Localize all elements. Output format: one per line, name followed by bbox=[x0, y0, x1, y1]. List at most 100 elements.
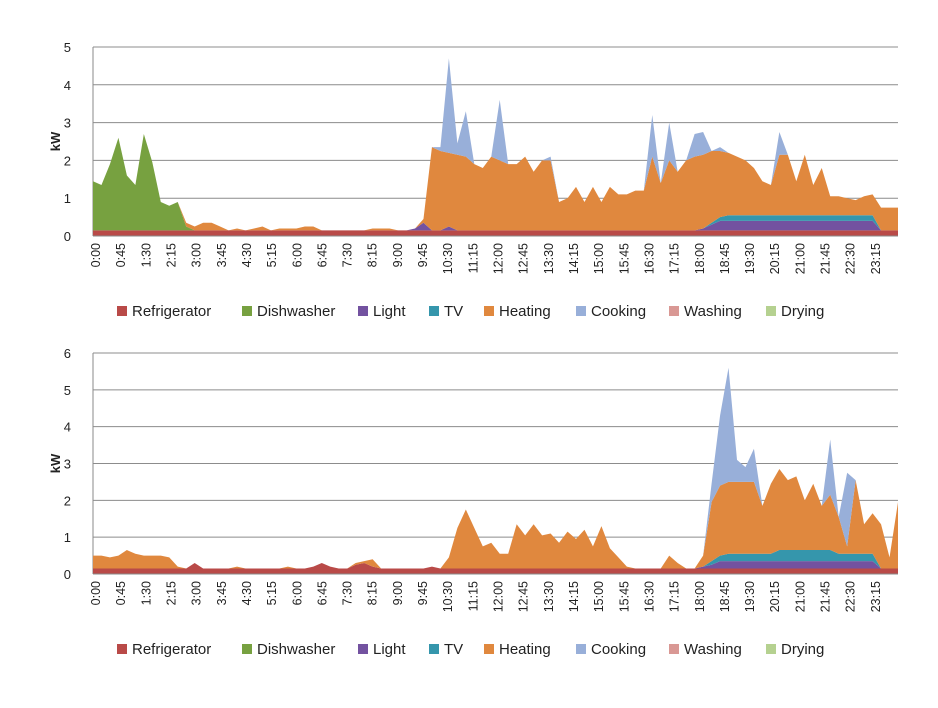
series-area-cooking bbox=[93, 367, 898, 569]
x-tick-label: 18:00 bbox=[693, 581, 707, 612]
y-tick-label: 2 bbox=[64, 493, 71, 508]
x-tick-label: 8:15 bbox=[366, 581, 380, 605]
x-tick-label: 0:00 bbox=[89, 243, 103, 267]
x-tick-label: 16:30 bbox=[642, 243, 656, 274]
y-tick-label: 1 bbox=[64, 191, 71, 206]
x-tick-label: 6:00 bbox=[290, 243, 304, 267]
legend-label: Dishwasher bbox=[257, 303, 335, 320]
legend-label: Washing bbox=[684, 303, 742, 320]
x-tick-label: 23:15 bbox=[869, 243, 883, 274]
x-tick-label: 12:45 bbox=[517, 581, 531, 612]
x-tick-label: 21:00 bbox=[793, 243, 807, 274]
x-tick-label: 3:00 bbox=[190, 243, 204, 267]
y-tick-label: 4 bbox=[64, 78, 71, 93]
x-tick-label: 4:30 bbox=[240, 581, 254, 605]
x-tick-label: 15:00 bbox=[592, 243, 606, 274]
legend-item-dishwasher: Dishwasher bbox=[242, 641, 335, 658]
y-axis-label: kW bbox=[48, 131, 63, 151]
legend-item-tv: TV bbox=[429, 303, 463, 320]
legend-swatch bbox=[576, 306, 586, 316]
legend-label: Heating bbox=[499, 303, 551, 320]
y-axis-label: kW bbox=[48, 453, 63, 473]
x-tick-label: 12:00 bbox=[492, 243, 506, 274]
y-tick-label: 3 bbox=[64, 457, 71, 472]
x-tick-label: 13:30 bbox=[542, 581, 556, 612]
legend-swatch bbox=[669, 306, 679, 316]
x-tick-label: 19:30 bbox=[743, 243, 757, 274]
x-tick-label: 20:15 bbox=[768, 581, 782, 612]
legend-item-washing: Washing bbox=[669, 303, 742, 320]
x-tick-label: 6:45 bbox=[315, 581, 329, 605]
area-chart-1: 0 1 2 3 4 5 0:00 0:45 1:30 2:15 3:00 3:45 4:30 5:15 6:… bbox=[48, 40, 898, 320]
series-area-heating bbox=[93, 133, 898, 231]
x-tick-label: 22:30 bbox=[844, 581, 858, 612]
x-tick-label: 16:30 bbox=[642, 581, 656, 612]
x-tick-label: 21:00 bbox=[793, 581, 807, 612]
x-tick-label: 9:45 bbox=[416, 243, 430, 267]
x-tick-label: 1:30 bbox=[139, 581, 153, 605]
x-tick-label: 10:30 bbox=[441, 581, 455, 612]
y-tick-label: 4 bbox=[64, 420, 71, 435]
x-tick-label: 18:00 bbox=[693, 243, 707, 274]
series-area-refrigerator bbox=[93, 230, 898, 236]
legend-swatch bbox=[429, 306, 439, 316]
x-tick-label: 3:00 bbox=[190, 581, 204, 605]
x-tick-label: 7:30 bbox=[341, 581, 355, 605]
x-tick-label: 5:15 bbox=[265, 243, 279, 267]
series-area-dishwasher bbox=[93, 133, 898, 231]
x-tick-label: 0:45 bbox=[114, 243, 128, 267]
y-tick-label: 6 bbox=[64, 346, 71, 361]
x-tick-label: 15:45 bbox=[617, 243, 631, 274]
legend-item-tv: TV bbox=[429, 641, 463, 658]
y-tick-label: 5 bbox=[64, 383, 71, 398]
x-tick-label: 12:00 bbox=[492, 581, 506, 612]
x-tick-label: 23:15 bbox=[869, 581, 883, 612]
x-tick-label: 19:30 bbox=[743, 581, 757, 612]
legend-item-refrigerator: Refrigerator bbox=[117, 641, 211, 658]
legend-label: Heating bbox=[499, 641, 551, 658]
legend-label: Light bbox=[373, 641, 406, 658]
series-area-cooking bbox=[93, 58, 898, 231]
series-area-tv bbox=[93, 133, 898, 231]
legend-label: Cooking bbox=[591, 641, 646, 658]
x-tick-label: 5:15 bbox=[265, 581, 279, 605]
legend-item-drying: Drying bbox=[766, 303, 824, 320]
x-tick-label: 2:15 bbox=[165, 581, 179, 605]
legend-swatch bbox=[669, 644, 679, 654]
x-tick-label: 18:45 bbox=[718, 243, 732, 274]
x-tick-label: 10:30 bbox=[441, 243, 455, 274]
x-tick-label: 17:15 bbox=[668, 243, 682, 274]
legend-label: Refrigerator bbox=[132, 641, 211, 658]
legend-item-light: Light bbox=[358, 303, 406, 320]
x-tick-label: 15:45 bbox=[617, 581, 631, 612]
y-tick-label: 1 bbox=[64, 530, 71, 545]
legend-swatch bbox=[766, 644, 776, 654]
x-tick-label: 21:45 bbox=[819, 243, 833, 274]
legend-label: Dishwasher bbox=[257, 641, 335, 658]
series-area-refrigerator bbox=[93, 562, 898, 574]
x-tick-label: 9:45 bbox=[416, 581, 430, 605]
series-area-heating bbox=[93, 469, 898, 569]
x-tick-label: 14:15 bbox=[567, 581, 581, 612]
legend: Refrigerator Dishwasher Light TV Heating Cook… bbox=[117, 303, 824, 320]
x-tick-label: 9:00 bbox=[391, 243, 405, 267]
legend-item-cooking: Cooking bbox=[576, 303, 646, 320]
legend-swatch bbox=[117, 644, 127, 654]
legend-label: Drying bbox=[781, 641, 824, 658]
x-tick-label: 12:45 bbox=[517, 243, 531, 274]
x-tick-label: 11:15 bbox=[466, 581, 480, 611]
legend-label: Light bbox=[373, 303, 406, 320]
legend-item-drying: Drying bbox=[766, 641, 824, 658]
legend-item-cooking: Cooking bbox=[576, 641, 646, 658]
legend-swatch bbox=[766, 306, 776, 316]
y-tick-label: 3 bbox=[64, 116, 71, 131]
legend-label: Washing bbox=[684, 641, 742, 658]
legend-swatch bbox=[484, 644, 494, 654]
x-tick-label: 9:00 bbox=[391, 581, 405, 605]
x-tick-label: 3:45 bbox=[215, 581, 229, 605]
legend-label: TV bbox=[444, 303, 463, 320]
y-tick-label: 0 bbox=[64, 567, 71, 582]
y-tick-label: 5 bbox=[64, 40, 71, 55]
